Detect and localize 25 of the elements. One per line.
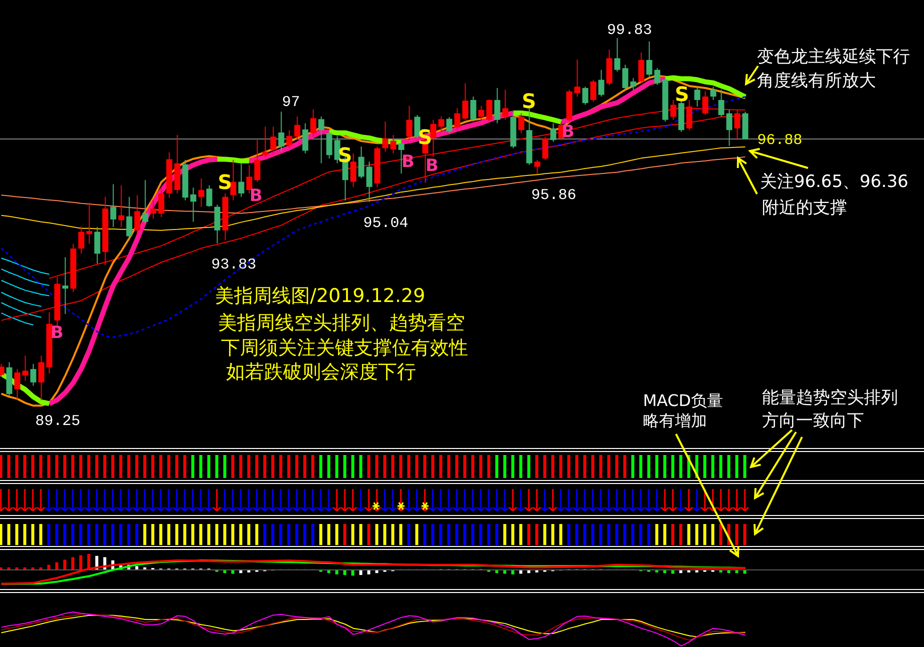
text: 美指周线图/2019.12.29 [215,285,426,307]
annotation: 如若跌破则会深度下行 [226,361,416,383]
annotation: MACD负量 [643,391,723,410]
text: 略有增加 [643,411,707,430]
text: 关注96.65、96.36 [760,172,908,192]
annotation: 99.83 [607,22,652,39]
annotation: B [426,156,438,176]
text: 附近的支撑 [762,198,847,218]
annotation: 93.83 [211,256,256,274]
annotation: 95.86 [531,186,576,204]
annotation: B [402,152,414,172]
text: 能量趋势空头排列 [762,388,898,408]
annotation: B [250,186,262,206]
text: 角度线有所放大 [757,71,876,91]
annotation: S [522,89,536,113]
annotation: S [674,82,690,106]
annotation: 97 [282,94,300,111]
ref-line-label: 96.88 [757,132,802,150]
text: 方向一致向下 [762,411,864,431]
annotation: 89.25 [35,413,80,430]
annotation: S [218,170,232,194]
text: 变色龙主线延续下行 [757,47,910,67]
annotation: 美指周线空头排列、趋势看空 [218,312,465,334]
annotation: 下周须关注关键支撑位有效性 [221,337,468,359]
annotation: 95.04 [363,214,408,232]
